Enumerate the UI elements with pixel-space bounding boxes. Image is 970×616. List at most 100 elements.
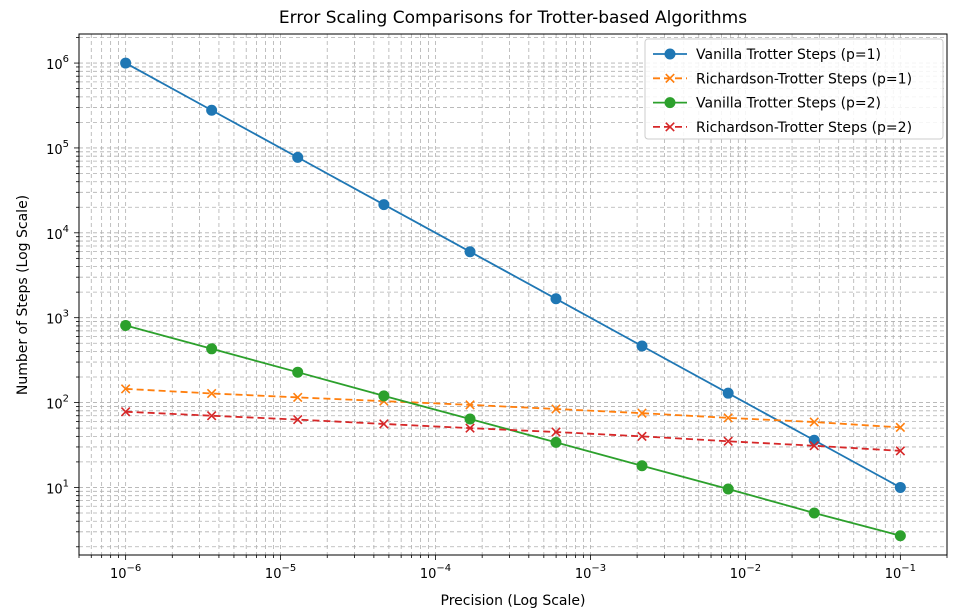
- series-1-point: [378, 199, 390, 211]
- series-2-point: [206, 388, 217, 399]
- x-tick-base: 10: [730, 567, 747, 582]
- y-tick-label: 102: [46, 394, 69, 413]
- series-3-point: [206, 343, 218, 355]
- series-4-line: [125, 410, 901, 452]
- series-2-point-stroke-b: [637, 408, 647, 418]
- series-2-point-stroke-b: [551, 404, 561, 414]
- series-3-point: [120, 319, 132, 331]
- series-4-point-stroke-b: [379, 419, 389, 429]
- x-tick-label: 10−1: [885, 563, 916, 582]
- legend-item-4: Richardson-Trotter Steps (p=2): [653, 120, 912, 136]
- series-4-point: [551, 427, 561, 437]
- y-tick-exponent: 2: [63, 394, 69, 405]
- series-2-point: [895, 422, 906, 433]
- series-2-point: [723, 413, 733, 423]
- y-tick-base: 10: [46, 143, 63, 158]
- series-4-point: [895, 446, 906, 456]
- x-tick-base: 10: [885, 567, 902, 582]
- series-4-point-stroke-b: [120, 406, 131, 417]
- series-1-line: [125, 62, 901, 489]
- series-2-line: [125, 387, 901, 429]
- series-2-point-stroke-b: [120, 384, 131, 394]
- series-4-point: [292, 414, 303, 425]
- series-2-point: [292, 392, 303, 403]
- legend-label: Richardson-Trotter Steps (p=1): [696, 71, 912, 87]
- x-tick-label: 10−5: [265, 563, 296, 582]
- x-tick-exponent: −1: [901, 563, 916, 574]
- series-1-point: [550, 293, 562, 305]
- legend-label: Richardson-Trotter Steps (p=2): [696, 120, 912, 136]
- series-4-point: [637, 431, 647, 442]
- series-4-point-stroke-b: [809, 440, 819, 451]
- legend-marker: [664, 48, 676, 60]
- x-tick-base: 10: [420, 567, 437, 582]
- x-tick-exponent: −2: [746, 563, 761, 574]
- legend: Vanilla Trotter Steps (p=1) Richardson-Tr…: [644, 38, 944, 140]
- series-1-point: [292, 151, 304, 163]
- x-tick-label: 10−2: [730, 563, 761, 582]
- y-tick-base: 10: [46, 58, 63, 73]
- series-4-point-stroke-b: [723, 436, 733, 447]
- series-4-point-stroke-b: [895, 446, 906, 456]
- y-tick-label: 106: [46, 54, 69, 73]
- y-tick-base: 10: [46, 228, 63, 243]
- series-4-point-stroke-b: [465, 423, 475, 433]
- series-2-point-stroke-b: [809, 417, 819, 427]
- series-3-point: [378, 390, 390, 402]
- series-1: [120, 57, 906, 493]
- series-3-point: [808, 507, 820, 519]
- series-1-point: [206, 104, 218, 116]
- series-2: [120, 384, 906, 433]
- series-2-point-stroke-b: [292, 392, 303, 403]
- series-2-point: [809, 417, 819, 427]
- legend-item-1: Vanilla Trotter Steps (p=1): [653, 47, 881, 63]
- legend-marker-stroke-b: [665, 122, 675, 132]
- x-tick-exponent: −5: [281, 563, 296, 574]
- y-tick-exponent: 5: [63, 139, 69, 150]
- series-1-point: [808, 434, 820, 446]
- chart-title: Error Scaling Comparisons for Trotter-ba…: [279, 8, 747, 28]
- series-4-point: [379, 419, 389, 429]
- x-tick-exponent: −4: [436, 563, 451, 574]
- legend-marker: [665, 73, 675, 84]
- legend-marker-stroke-b: [665, 73, 675, 84]
- legend-label: Vanilla Trotter Steps (p=1): [696, 47, 881, 63]
- grid: [78, 34, 948, 555]
- series-2-point: [120, 384, 131, 394]
- y-tick-label: 103: [46, 309, 69, 328]
- x-tick-base: 10: [110, 567, 127, 582]
- y-tick-base: 10: [46, 313, 63, 328]
- x-tick-exponent: −3: [591, 563, 606, 574]
- x-tick-base: 10: [575, 567, 592, 582]
- y-axis-label: Number of Steps (Log Scale): [15, 195, 31, 395]
- series-4-point-stroke-b: [206, 410, 217, 421]
- series-4-point-stroke-b: [637, 431, 647, 442]
- series-4-point: [723, 436, 733, 447]
- x-axis-label: Precision (Log Scale): [441, 593, 586, 609]
- plot-frame: [78, 33, 948, 556]
- series-2-point-stroke-b: [206, 388, 217, 399]
- y-tick-exponent: 3: [63, 309, 69, 320]
- series-4-point: [809, 440, 819, 451]
- y-tick-label: 105: [46, 139, 69, 158]
- series-3-point: [550, 436, 562, 448]
- series-4-point: [206, 410, 217, 421]
- series-3-point: [292, 366, 304, 378]
- x-tick-label: 10−4: [420, 563, 451, 582]
- y-tick-exponent: 6: [63, 54, 69, 65]
- series-1-point: [120, 57, 132, 69]
- series-1-point: [636, 340, 648, 352]
- series-2-point: [551, 404, 561, 414]
- series-2-point-stroke-b: [895, 422, 906, 433]
- series-1-point: [722, 387, 734, 399]
- series-3-point: [722, 483, 734, 495]
- legend-label: Vanilla Trotter Steps (p=2): [696, 96, 881, 112]
- series-4-point-stroke-b: [551, 427, 561, 437]
- x-tick-label: 10−3: [575, 563, 606, 582]
- series-2-point: [637, 408, 647, 418]
- y-tick-label: 101: [46, 478, 69, 497]
- legend-box: [644, 38, 944, 140]
- series-layer: [120, 57, 906, 542]
- series-1-point: [464, 246, 476, 258]
